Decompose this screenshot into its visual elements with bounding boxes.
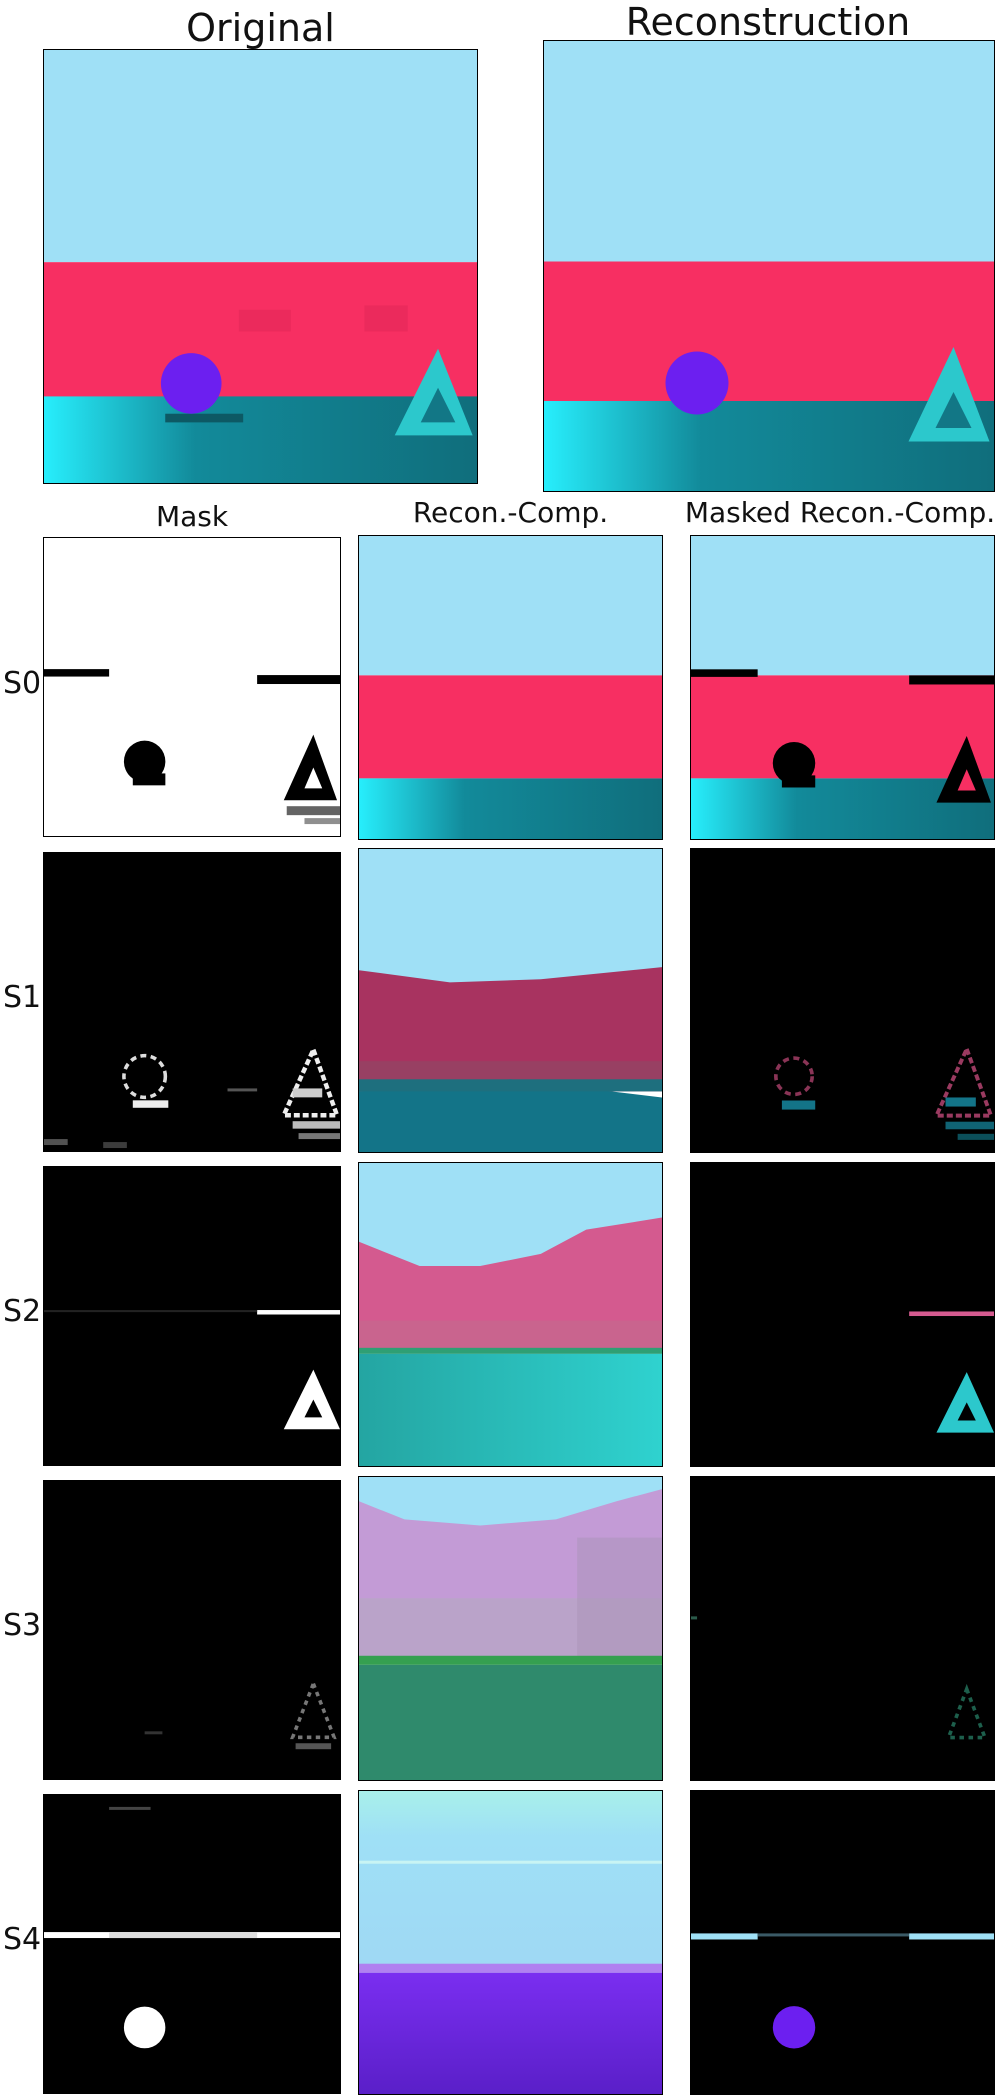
masked-recon-comp-column-title: Masked Recon.-Comp. (684, 496, 996, 529)
s2-recon-comp (358, 1162, 663, 1467)
recon-comp-column-title: Recon.-Comp. (412, 496, 609, 529)
original-image (43, 49, 478, 484)
row-label-s2: S2 (3, 1294, 42, 1329)
s4-recon-comp (358, 1790, 663, 2095)
mask-column-title: Mask (155, 500, 229, 533)
s4-masked-recon-comp (690, 1790, 995, 2095)
row-label-s1: S1 (3, 980, 42, 1015)
s1-masked-recon-comp (690, 848, 995, 1153)
s0-mask (43, 537, 341, 837)
s1-mask (43, 852, 341, 1152)
reconstruction-title: Reconstruction (625, 0, 911, 44)
row-label-s4: S4 (3, 1922, 42, 1957)
s0-masked-recon-comp (690, 535, 995, 840)
s4-mask (43, 1794, 341, 2094)
row-label-s0: S0 (3, 666, 42, 701)
s3-mask (43, 1480, 341, 1780)
s3-masked-recon-comp (690, 1476, 995, 1781)
original-title: Original (186, 6, 335, 50)
row-label-s3: S3 (3, 1608, 42, 1643)
s2-mask (43, 1166, 341, 1466)
s0-recon-comp (358, 535, 663, 840)
s2-masked-recon-comp (690, 1162, 995, 1467)
reconstruction-image (543, 40, 995, 492)
s3-recon-comp (358, 1476, 663, 1781)
s1-recon-comp (358, 848, 663, 1153)
